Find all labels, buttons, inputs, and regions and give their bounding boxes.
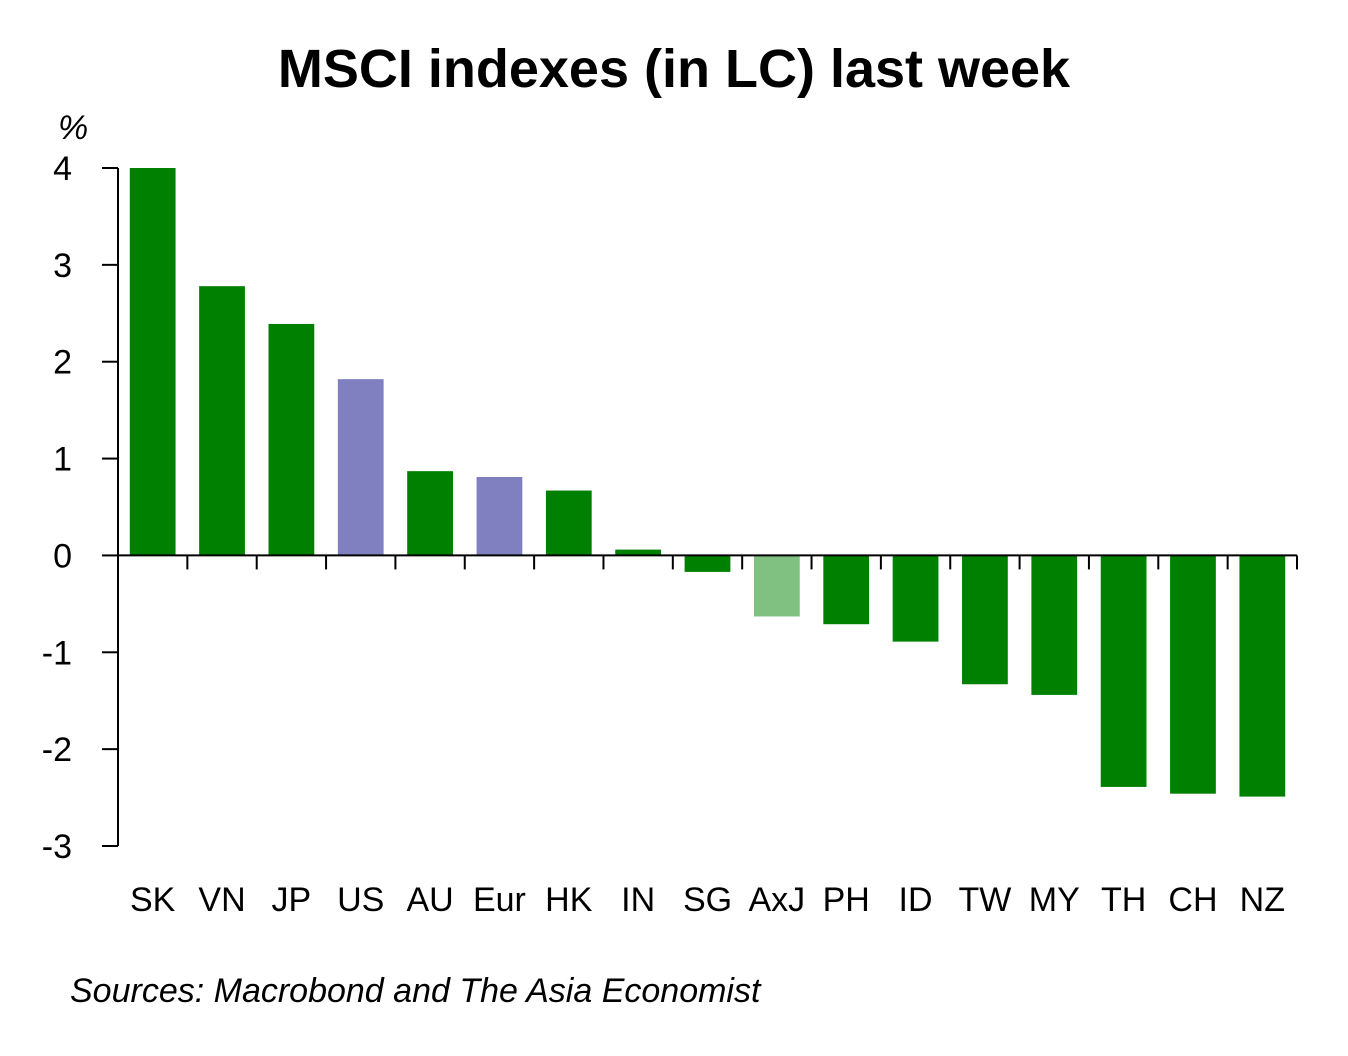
x-tick-label-us: US [337,881,384,919]
bar-tw [962,555,1008,685]
sources-note: Sources: Macrobond and The Asia Economis… [70,972,761,1010]
bar-ch [1170,555,1216,794]
x-tick-label-eur: Eur [473,881,526,919]
y-tick-label: 4 [53,150,72,188]
axes-layer [102,167,1298,847]
bar-sk [129,168,176,556]
x-tick-label-th: TH [1101,881,1146,919]
y-tick-label: 0 [53,537,72,575]
bar-sg [684,555,731,572]
bar-id [892,555,939,642]
x-tick-label-au: AU [406,881,453,919]
y-axis-unit-label: % [58,109,88,147]
x-tick-label-axj: AxJ [749,881,806,919]
y-tick-label: 3 [53,247,72,285]
bar-us [337,379,384,556]
bars-layer [129,168,1286,797]
y-tick-label: 1 [53,441,72,479]
bar-my [1031,555,1078,695]
x-tick-label-vn: VN [198,881,245,919]
bar-jp [268,323,315,556]
x-tick-label-ph: PH [823,881,870,919]
x-tick-label-jp: JP [272,881,312,919]
x-tick-label-ch: CH [1168,881,1217,919]
labels-layer: SK VN JP US AU Eur HK IN SG AxJ PH ID TW MY TH CH NZ 4 3 2 1… [42,150,1285,919]
bar-axj [753,555,800,617]
bar-vn [199,286,245,556]
x-tick-label-sk: SK [130,881,176,919]
y-tick-label: -3 [42,828,72,866]
x-tick-label-in: IN [621,881,655,919]
bar-eur [476,476,523,556]
x-tick-label-my: MY [1029,881,1080,919]
x-tick-label-hk: HK [545,881,593,919]
bar-th [1100,555,1147,787]
y-tick-label: -1 [42,634,72,672]
y-tick-label: 2 [53,344,72,382]
bar-nz [1239,555,1286,797]
x-tick-label-nz: NZ [1240,881,1285,919]
bar-hk [545,490,592,556]
chart-title: MSCI indexes (in LC) last week [277,39,1071,99]
x-tick-label-tw: TW [958,881,1011,919]
bar-ph [823,555,870,625]
bar-au [407,471,453,556]
bar-in [615,549,662,556]
x-tick-label-sg: SG [683,881,732,919]
y-tick-label: -2 [42,731,72,769]
x-tick-label-id: ID [899,881,933,919]
